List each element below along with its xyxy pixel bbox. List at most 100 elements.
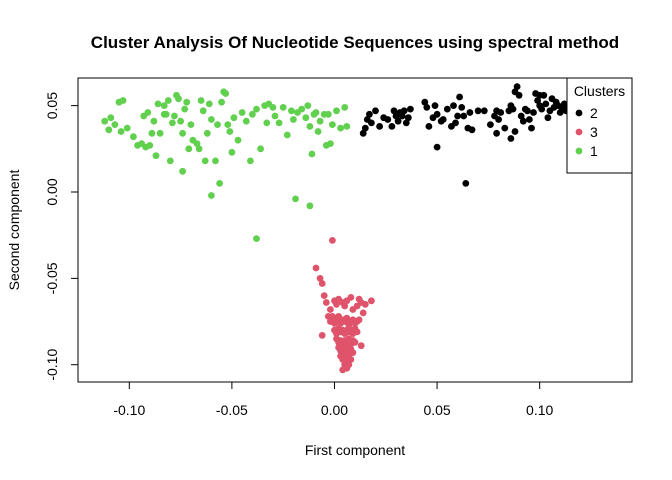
data-point-cluster-2 [530, 109, 537, 116]
data-point-cluster-1 [298, 105, 306, 113]
data-point-cluster-1 [111, 121, 119, 128]
y-tick-label: 0.05 [44, 92, 60, 119]
legend-item-1: 1 [575, 143, 598, 159]
data-point-cluster-1 [107, 114, 115, 122]
data-point-cluster-2 [511, 128, 519, 135]
data-point-cluster-1 [312, 109, 320, 116]
data-point-cluster-1 [193, 140, 201, 148]
data-point-cluster-3 [320, 292, 328, 299]
data-points [101, 83, 580, 374]
legend-item-2: 2 [575, 105, 598, 121]
data-point-cluster-2 [524, 107, 531, 115]
data-point-cluster-3 [318, 280, 326, 287]
data-point-cluster-2 [544, 114, 552, 122]
data-point-cluster-2 [423, 104, 431, 111]
data-point-cluster-2 [495, 116, 502, 123]
data-point-cluster-3 [341, 302, 349, 310]
data-point-cluster-1 [222, 90, 230, 97]
data-point-cluster-1 [201, 157, 209, 165]
chart-title: Cluster Analysis Of Nucleotide Sequences… [91, 33, 619, 52]
data-point-cluster-2 [517, 112, 525, 120]
data-point-cluster-1 [197, 97, 205, 104]
data-point-cluster-3 [347, 356, 355, 363]
data-point-cluster-3 [347, 294, 355, 301]
data-point-cluster-2 [368, 119, 375, 127]
data-point-cluster-1 [253, 105, 260, 113]
data-point-cluster-2 [462, 180, 470, 187]
data-point-cluster-1 [152, 152, 160, 160]
data-point-cluster-2 [528, 124, 535, 132]
data-point-cluster-1 [316, 117, 324, 125]
data-point-cluster-2 [443, 105, 451, 113]
data-point-cluster-2 [376, 123, 383, 130]
legend-label: 2 [590, 105, 598, 121]
data-point-cluster-1 [238, 109, 246, 116]
data-point-cluster-1 [156, 129, 164, 137]
legend-marker [575, 128, 583, 136]
y-axis-label: Second component [6, 170, 22, 291]
data-point-cluster-1 [226, 128, 234, 135]
data-point-cluster-1 [283, 131, 291, 139]
data-point-cluster-2 [400, 107, 408, 115]
data-point-cluster-1 [177, 117, 185, 125]
data-point-cluster-3 [316, 275, 324, 282]
data-point-cluster-3 [339, 366, 347, 374]
data-point-cluster-1 [324, 110, 332, 118]
data-point-cluster-2 [421, 98, 429, 106]
data-point-cluster-1 [290, 116, 297, 123]
data-point-cluster-2 [431, 102, 439, 109]
data-point-cluster-2 [359, 129, 367, 137]
data-point-cluster-2 [361, 124, 369, 132]
data-point-cluster-3 [312, 264, 320, 272]
legend-marker [575, 147, 583, 155]
data-point-cluster-3 [322, 299, 330, 306]
cluster-3-points [312, 237, 375, 374]
data-point-cluster-2 [390, 107, 398, 115]
data-point-cluster-2 [450, 102, 457, 109]
y-axis: -0.10 -0.05 0.00 0.05 [44, 92, 79, 381]
legend-box [566, 77, 633, 174]
data-point-cluster-2 [366, 110, 373, 118]
data-point-cluster-1 [119, 97, 127, 104]
data-point-cluster-2 [493, 107, 500, 115]
data-point-cluster-3 [345, 361, 353, 369]
data-point-cluster-2 [458, 104, 466, 111]
data-point-cluster-3 [368, 297, 375, 305]
data-point-cluster-3 [351, 338, 359, 346]
data-point-cluster-3 [329, 237, 336, 244]
data-point-cluster-1 [171, 112, 178, 120]
data-point-cluster-1 [166, 157, 174, 165]
y-tick-label: -0.05 [44, 262, 60, 294]
data-point-cluster-1 [150, 117, 158, 125]
data-point-cluster-2 [526, 116, 533, 123]
data-point-cluster-1 [228, 148, 236, 156]
data-point-cluster-2 [404, 114, 412, 122]
data-point-cluster-2 [468, 126, 476, 134]
data-point-cluster-1 [218, 98, 226, 106]
data-point-cluster-3 [353, 328, 361, 336]
data-point-cluster-2 [402, 119, 410, 127]
data-point-cluster-1 [271, 112, 279, 120]
data-point-cluster-1 [208, 116, 215, 123]
data-point-cluster-1 [242, 117, 250, 125]
data-point-cluster-1 [314, 128, 322, 135]
data-point-cluster-1 [322, 142, 330, 149]
data-point-cluster-2 [534, 97, 541, 104]
x-tick-label: -0.05 [216, 402, 248, 418]
data-point-cluster-1 [247, 157, 254, 165]
x-tick-label: -0.10 [113, 402, 145, 418]
data-point-cluster-1 [263, 119, 271, 127]
data-point-cluster-1 [123, 124, 131, 132]
data-point-cluster-1 [130, 133, 137, 141]
data-point-cluster-2 [433, 143, 441, 151]
data-point-cluster-1 [292, 195, 299, 203]
data-point-cluster-2 [538, 105, 546, 113]
data-point-cluster-2 [407, 105, 414, 113]
data-point-cluster-3 [359, 309, 367, 317]
data-point-cluster-2 [454, 112, 461, 120]
data-point-cluster-1 [144, 109, 152, 116]
y-tick-label: 0.00 [44, 178, 60, 205]
data-point-cluster-1 [164, 97, 172, 104]
cluster-2-points [359, 83, 580, 187]
